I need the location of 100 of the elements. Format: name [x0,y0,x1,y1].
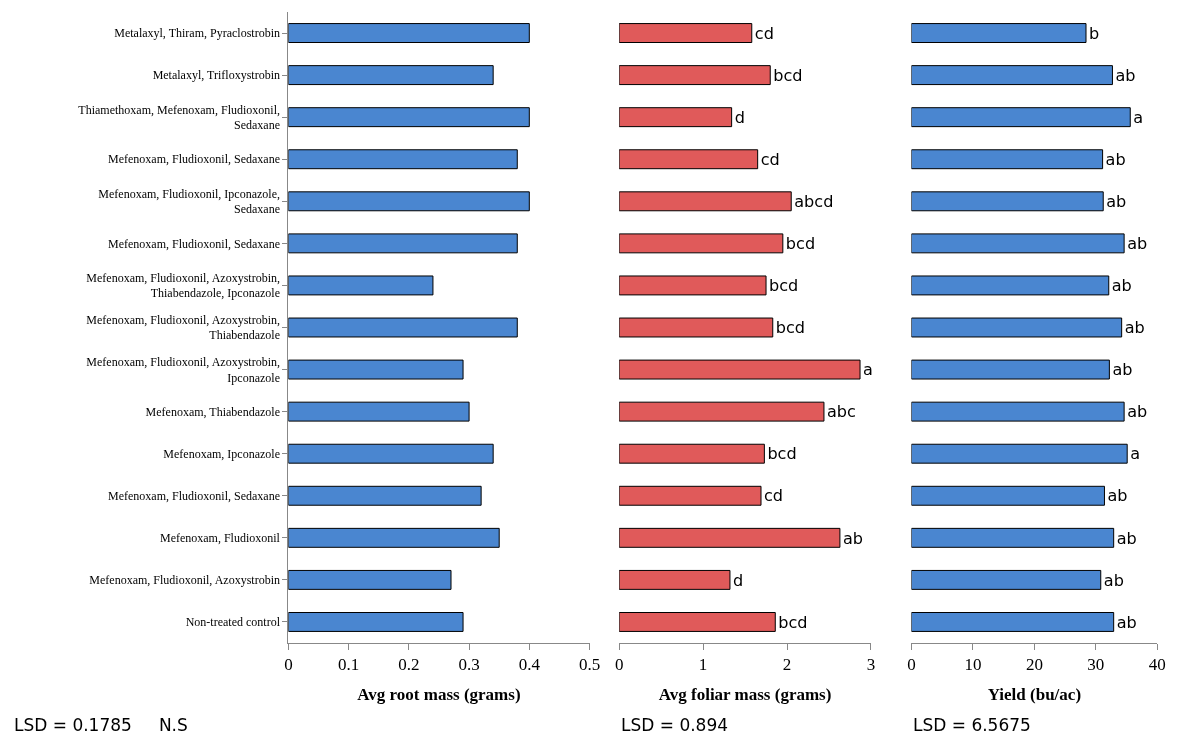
bar [619,23,753,43]
x-tick-label: 0 [907,655,916,675]
bar [619,485,762,506]
y-tick-label: Mefenoxam, Fludioxonil [159,531,281,546]
bar [911,612,1115,632]
bar [619,149,759,170]
bar [911,359,1110,380]
data-label: ab [1116,612,1137,632]
bar [619,107,733,128]
x-tick-label: 0 [614,655,624,675]
data-label: a [1130,444,1141,464]
data-label: ab [1112,360,1133,380]
bar [911,107,1131,128]
x-tick-label: 3 [866,655,876,675]
x-tick-label: 2 [782,655,792,675]
bar [288,233,518,254]
x-tick-label: 1 [698,655,708,675]
y-tick-label: Mefenoxam, Fludioxonil, Sedaxane [108,236,280,251]
data-label: abcd [794,191,834,211]
data-label: cd [754,23,774,43]
data-label: a [1133,107,1144,127]
x-axis-title: Avg foliar mass (grams) [658,684,832,704]
bar [288,317,518,338]
y-tick-label: Mefenoxam, Fludioxonil, Azoxystrobin, Thiabendazole [86,312,280,343]
bar [911,401,1125,422]
data-label: a [863,360,873,380]
data-label: cd [760,149,780,169]
x-tick-label: 0.4 [518,655,541,675]
y-tick-label: Mefenoxam, Ipconazole [163,446,280,461]
bar [288,569,452,590]
bar [911,569,1102,590]
data-label: bcd [775,318,806,338]
y-tick-label: Metalaxyl, Thiram, Pyraclostrobin [114,26,280,41]
bar [288,65,494,86]
bar [288,612,464,632]
data-label: bcd [773,65,803,85]
bar [288,443,494,464]
x-tick-label: 30 [1087,655,1105,675]
bar [619,401,825,422]
bar [288,23,530,43]
data-label: cd [764,486,784,506]
bar [911,23,1087,43]
bar [619,275,767,296]
y-tick-label: Mefenoxam, Fludioxonil, Sedaxane [108,488,280,503]
text: LSD = 0.894 [621,715,729,735]
bar [911,443,1128,464]
data-label: ab [1105,149,1126,169]
x-tick-label: 0.5 [578,655,601,675]
data-label: ab [842,528,863,548]
bar [288,275,434,296]
x-tick-label: 0.3 [458,655,480,675]
data-label: abc [826,402,856,422]
bar [911,233,1125,254]
data-label: ab [1116,528,1137,548]
bar [619,612,776,632]
bar [288,149,518,170]
data-label: ab [1111,276,1132,296]
bar [288,107,530,128]
bar [619,191,792,212]
bar [619,233,784,254]
data-label: ab [1106,191,1127,211]
data-label: ab [1103,570,1124,590]
bar [911,485,1105,506]
x-tick-label: 0.1 [337,655,360,675]
bar [288,401,470,422]
x-tick-label: 0 [284,655,293,675]
bar [619,569,731,590]
bar [619,65,771,86]
x-tick-label: 20 [1025,655,1043,675]
bar [911,317,1123,338]
y-tick-label: Mefenoxam, Fludioxonil, Ipconazole, Sedaxane [98,186,280,217]
data-label: ab [1115,65,1136,85]
x-tick-label: 0.2 [398,655,420,675]
y-tick-label: Thiamethoxam, Mefenoxam, Fludioxonil, Sedaxane [78,102,280,133]
x-tick-label: 40 [1148,655,1166,675]
data-label: ab [1127,234,1148,254]
data-label: d [734,107,745,127]
bar [619,359,861,380]
data-label: bcd [778,612,808,632]
bar [619,317,774,338]
y-tick-label: Non-treated control [185,615,281,630]
y-tick-label: Mefenoxam, Thiabendazole [145,404,280,419]
data-label: ab [1127,402,1148,422]
bar [619,443,765,464]
bar [288,527,500,548]
x-axis-title: Yield (bu/ac) [987,684,1082,704]
y-tick-label: Mefenoxam, Fludioxonil, Azoxystrobin, Ipconazole [86,354,280,385]
bar [288,485,482,506]
y-tick-label: Mefenoxam, Fludioxonil, Azoxystrobin, Thiabendazole, Ipconazole [86,270,280,301]
data-label: bcd [785,234,816,254]
data-label: b [1089,23,1100,43]
data-label: bcd [769,276,799,296]
bar [619,527,841,548]
bar [911,65,1113,86]
y-tick-label: Metalaxyl, Trifloxystrobin [152,68,280,83]
y-tick-label: Mefenoxam, Fludioxonil, Sedaxane [108,152,280,167]
x-axis-title: Avg root mass (grams) [357,684,521,704]
text: LSD = 6.5675 [913,715,1031,735]
data-label: ab [1107,486,1128,506]
x-tick-label: 10 [964,655,982,675]
